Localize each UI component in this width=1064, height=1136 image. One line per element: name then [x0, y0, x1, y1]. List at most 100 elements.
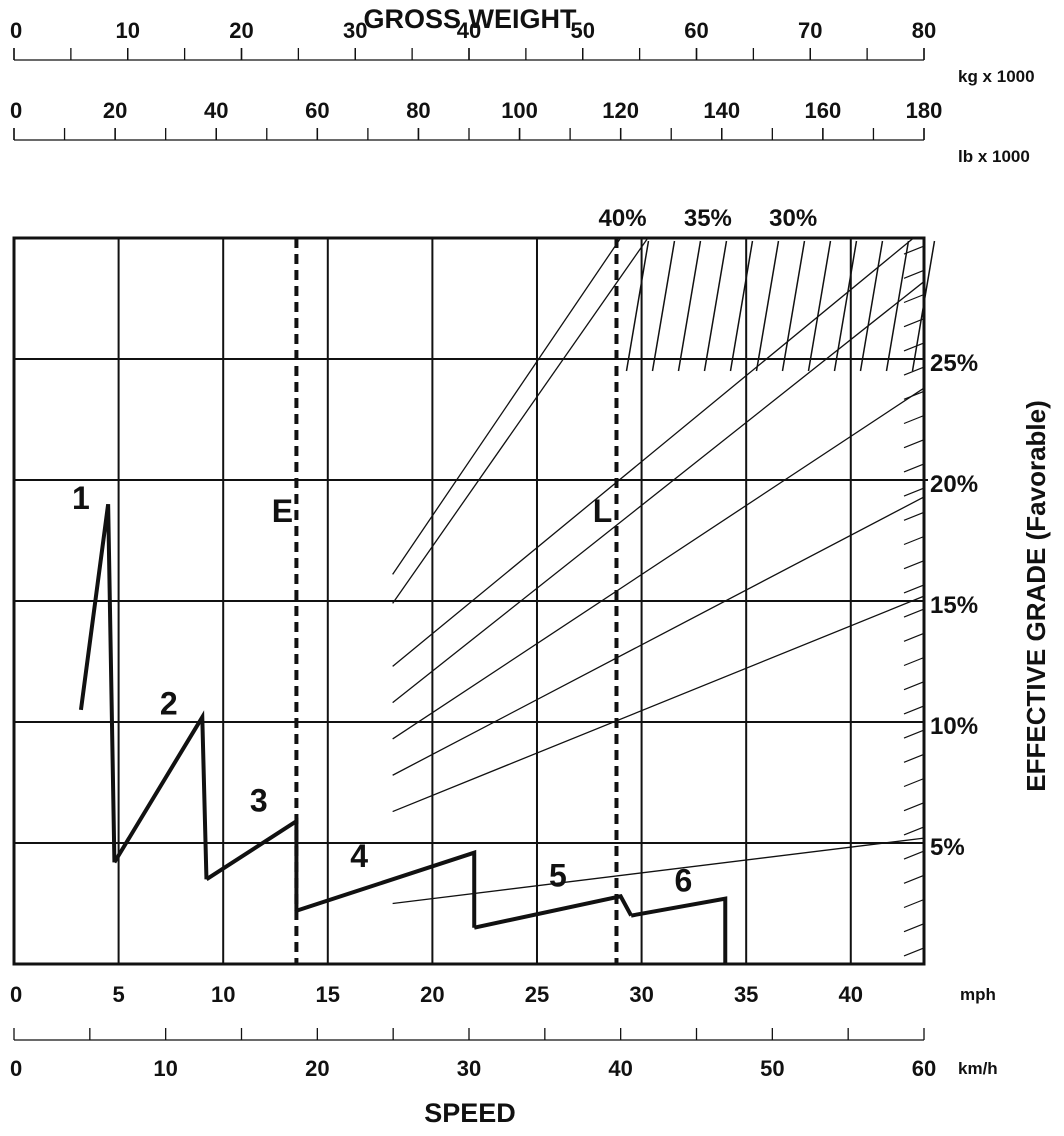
gear-label-3: 3: [250, 783, 268, 819]
grade-minor-tick: [903, 826, 925, 836]
kg-scale-label-80: 80: [912, 18, 936, 43]
lb-scale-label-180: 180: [906, 98, 943, 123]
grade-minor-tick: [903, 342, 925, 352]
percent-label-40: 40%: [599, 205, 647, 232]
mph-unit-label: mph: [960, 985, 996, 1004]
grade-minor-tick: [903, 947, 925, 957]
hatch-stroke: [677, 240, 702, 372]
kmh-unit-label: km/h: [958, 1059, 998, 1078]
lb-scale-label-60: 60: [305, 98, 329, 123]
mph-label-35: 35: [734, 982, 758, 1007]
grade-minor-tick: [903, 802, 925, 812]
grade-minor-tick: [903, 463, 925, 473]
x-axis-title: SPEED: [424, 1098, 516, 1128]
grade-minor-tick: [903, 245, 925, 255]
kg-unit-label: kg x 1000: [958, 67, 1035, 86]
weight-line-8: [392, 837, 925, 905]
y-axis-title: EFFECTIVE GRADE (Favorable): [1021, 400, 1051, 792]
lb-scale-label-120: 120: [602, 98, 639, 123]
grade-minor-tick: [903, 390, 925, 400]
lb-scale-label-20: 20: [103, 98, 127, 123]
weight-lines: [392, 237, 925, 905]
gear-label-4: 4: [350, 838, 368, 874]
weight-line-3: [392, 237, 914, 667]
grade-minor-tick: [903, 923, 925, 933]
lb-scale-label-80: 80: [406, 98, 430, 123]
gear-curves: [78, 503, 728, 964]
kg-scale-label-70: 70: [798, 18, 822, 43]
grade-minor-tick: [903, 753, 925, 763]
hatch-stroke: [859, 240, 884, 372]
grade-minor-tick: [903, 511, 925, 521]
kg-scale-label-60: 60: [684, 18, 708, 43]
weight-line-7: [392, 595, 925, 813]
grade-minor-tick: [903, 560, 925, 570]
gear-curve-3: [205, 817, 299, 911]
mph-label-15: 15: [316, 982, 340, 1007]
grade-minor-tick: [903, 487, 925, 497]
grade-tick-10: 10%: [930, 713, 978, 740]
kmh-label-40: 40: [608, 1056, 632, 1081]
grade-tick-20: 20%: [930, 471, 978, 498]
gear-label-6: 6: [675, 862, 693, 898]
gear-label-1: 1: [72, 480, 90, 516]
reference-label-L: L: [593, 493, 613, 529]
gear-curve-5: [473, 893, 633, 930]
hatch-stroke: [729, 240, 754, 372]
kg-scale-label-30: 30: [343, 18, 367, 43]
lb-scale-label-140: 140: [703, 98, 740, 123]
weight-line-1: [392, 237, 622, 575]
grade-tick-5: 5%: [930, 834, 965, 861]
mph-label-25: 25: [525, 982, 549, 1007]
grade-minor-tick: [903, 318, 925, 328]
percent-label-35: 35%: [684, 205, 732, 232]
grade-minor-tick: [903, 632, 925, 642]
hatch-stroke: [703, 240, 728, 372]
kg-scale-label-40: 40: [457, 18, 481, 43]
mph-label-0: 0: [10, 982, 22, 1007]
grade-minor-tick: [903, 777, 925, 788]
hatch-stroke: [625, 240, 650, 372]
kmh-label-30: 30: [457, 1056, 481, 1081]
lb-unit-label: lb x 1000: [958, 147, 1030, 166]
weight-line-6: [392, 496, 925, 776]
grade-tick-15: 15%: [930, 592, 978, 619]
axis-scales: 0 10 20 30 40 50 60 70 800 20 40 60 80 100 120 140 160 18…: [10, 18, 942, 1081]
reference-label-E: E: [272, 493, 293, 529]
grade-minor-tick: [903, 269, 925, 279]
hatch-stroke: [755, 240, 780, 372]
mph-label-10: 10: [211, 982, 235, 1007]
grade-minor-tick: [903, 584, 925, 594]
weight-line-4: [392, 281, 925, 704]
hatch-stroke: [885, 240, 910, 372]
gear-curve-2: [112, 710, 209, 880]
grade-minor-tick: [903, 705, 925, 715]
mph-label-20: 20: [420, 982, 444, 1007]
grade-minor-tick: [903, 608, 925, 618]
kg-scale-label-50: 50: [571, 18, 595, 43]
kmh-label-50: 50: [760, 1056, 784, 1081]
chart-title: GROSS WEIGHT: [363, 4, 577, 34]
grade-tick-25: 25%: [930, 350, 978, 377]
kmh-label-10: 10: [153, 1056, 177, 1081]
grade-minor-tick: [903, 729, 925, 739]
grade-minor-tick: [903, 414, 925, 425]
mph-label-40: 40: [839, 982, 863, 1007]
kmh-label-0: 0: [10, 1056, 22, 1081]
weight-line-2: [392, 237, 649, 604]
plot-frame: [12, 236, 926, 966]
gear-label-5: 5: [549, 858, 567, 894]
gear-curve-1: [78, 503, 117, 863]
grade-minor-tick: [903, 898, 925, 909]
kg-scale-label-20: 20: [229, 18, 253, 43]
kmh-label-20: 20: [305, 1056, 329, 1081]
hatch-stroke: [807, 240, 832, 372]
grade-minor-tick: [903, 850, 925, 860]
kg-scale-label-0: 0: [10, 18, 22, 43]
grade-minor-tick: [903, 293, 925, 304]
grade-minor-tick: [903, 874, 925, 884]
chart-labels: 1 2 3 4 5 6 5% 10% 15% 20% 25% 40% 35% 30%: [72, 205, 978, 898]
hatch-stroke: [781, 240, 806, 372]
